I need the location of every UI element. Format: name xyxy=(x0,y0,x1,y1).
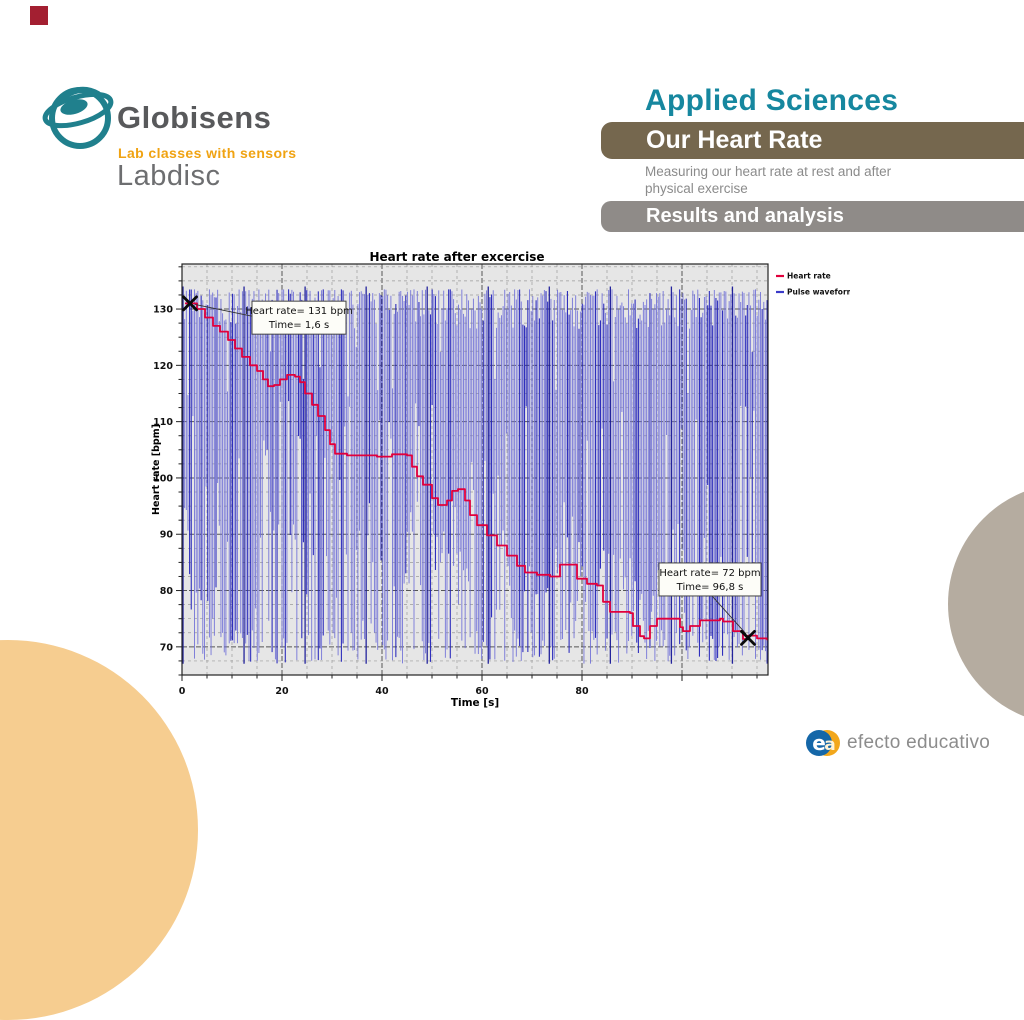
brand-product-name: Labdisc xyxy=(117,160,221,192)
axes: 0 20 40 60 80 70 80 90 100 110 120 130 xyxy=(153,266,758,697)
heart-rate-series xyxy=(185,302,768,641)
svg-text:Time= 96,8 s: Time= 96,8 s xyxy=(676,582,744,593)
slide: { "logo": { "brand": "Globisens", "tagli… xyxy=(0,6,1024,1020)
subtitle-line-2: physical exercise xyxy=(645,181,748,196)
svg-text:120: 120 xyxy=(153,361,173,372)
svg-text:110: 110 xyxy=(153,417,173,428)
svg-text:40: 40 xyxy=(375,686,389,697)
svg-text:Time= 1,6 s: Time= 1,6 s xyxy=(268,320,329,331)
annotation-2: Heart rate= 72 bpm Time= 96,8 s xyxy=(658,562,762,646)
svg-text:a: a xyxy=(824,735,835,755)
subtitle: Measuring our heart rate at rest and aft… xyxy=(645,163,891,197)
svg-text:80: 80 xyxy=(160,586,174,597)
svg-text:Heart rate= 131 bpm: Heart rate= 131 bpm xyxy=(245,306,353,317)
svg-text:e: e xyxy=(812,731,826,755)
chart-title: Heart rate after excercise xyxy=(369,250,544,264)
heart-rate-chart: 0 20 40 60 80 70 80 90 100 110 120 130 Heart rate af… xyxy=(150,250,855,712)
page-title: Applied Sciences xyxy=(645,84,899,117)
pulse-waveform-series xyxy=(182,286,768,664)
svg-text:130: 130 xyxy=(153,305,173,316)
section-bar-label: Results and analysis xyxy=(646,205,844,227)
efecto-educativo-icon: e a xyxy=(806,730,840,756)
svg-text:90: 90 xyxy=(160,530,174,541)
annotation-1: Heart rate= 131 bpm Time= 1,6 s xyxy=(182,295,353,335)
topic-bar: Our Heart Rate xyxy=(601,122,1024,159)
svg-text:80: 80 xyxy=(575,686,589,697)
svg-text:70: 70 xyxy=(160,642,174,653)
svg-text:0: 0 xyxy=(179,686,186,697)
svg-text:100: 100 xyxy=(153,473,173,484)
topic-bar-label: Our Heart Rate xyxy=(646,126,823,154)
svg-text:20: 20 xyxy=(275,686,289,697)
footer-logo: e a efecto educativo xyxy=(806,727,990,759)
svg-text:Heart rate= 72 bpm: Heart rate= 72 bpm xyxy=(659,568,760,579)
section-bar: Results and analysis xyxy=(601,201,1024,232)
y-axis-label: Heart rate [bpm] xyxy=(151,424,162,515)
globisens-globe-icon xyxy=(42,86,114,149)
subtitle-line-1: Measuring our heart rate at rest and aft… xyxy=(645,164,892,179)
svg-text:Pulse waveform: Pulse waveform xyxy=(787,288,850,297)
decorative-gray-circle xyxy=(948,483,1024,725)
legend: Heart rate Pulse waveform xyxy=(776,272,855,297)
svg-text:Heart rate: Heart rate xyxy=(787,272,831,281)
brand-name: Globisens xyxy=(117,100,272,135)
brand-tagline: Lab classes with sensors xyxy=(118,145,297,161)
x-axis-label: Time [s] xyxy=(451,697,499,709)
slide-corner-mark xyxy=(30,6,48,25)
footer-brand-text: efecto educativo xyxy=(847,732,991,753)
svg-text:60: 60 xyxy=(475,686,489,697)
